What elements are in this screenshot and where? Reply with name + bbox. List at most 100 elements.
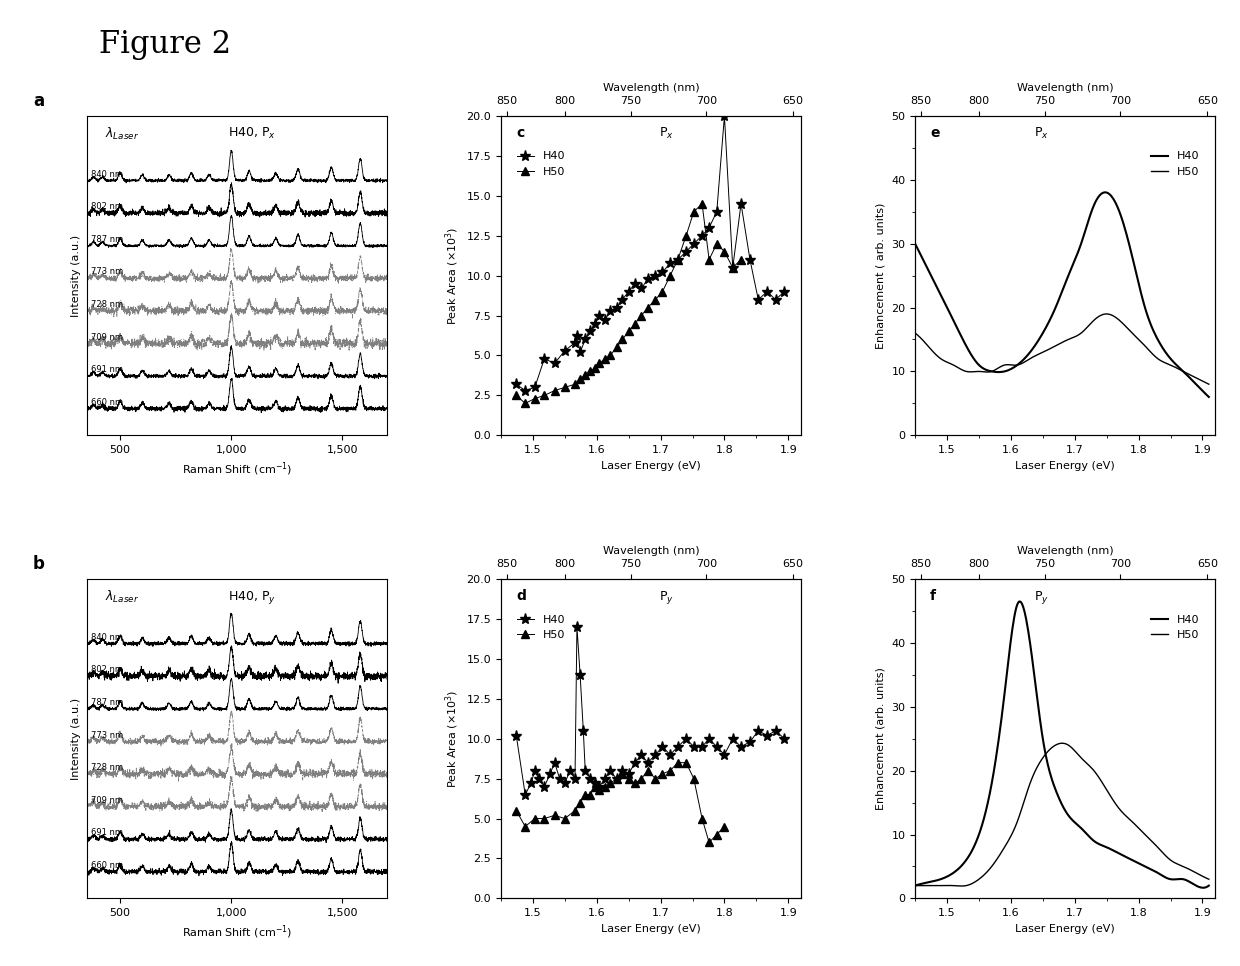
H40 (640, 273, 655, 285)
X-axis label: Wavelength (nm): Wavelength (nm) (1017, 546, 1114, 555)
X-axis label: Laser Energy (eV): Laser Energy (eV) (601, 923, 701, 934)
H50 (557, 382, 572, 393)
H40 (709, 206, 724, 217)
H50 (734, 254, 749, 266)
H50 (1156, 356, 1171, 368)
Text: 773 nm: 773 nm (92, 730, 124, 740)
H50 (527, 393, 542, 405)
H50 (568, 805, 583, 816)
H40 (527, 382, 542, 393)
Line: H50: H50 (915, 314, 1209, 384)
H40 (1087, 197, 1102, 209)
H50 (709, 829, 724, 840)
H40 (640, 756, 655, 768)
Text: 787 nm: 787 nm (92, 235, 124, 243)
H50 (588, 362, 603, 374)
Text: 773 nm: 773 nm (92, 268, 124, 276)
Text: 787 nm: 787 nm (92, 697, 124, 707)
H40 (1156, 344, 1171, 355)
H50 (1174, 365, 1189, 377)
H40 (557, 778, 572, 789)
H40 (743, 254, 758, 266)
Legend: H40, H50: H40, H50 (1147, 147, 1204, 182)
H40 (743, 736, 758, 748)
X-axis label: Wavelength (nm): Wavelength (nm) (603, 546, 699, 555)
H40 (662, 749, 677, 760)
H40 (717, 749, 732, 760)
H40 (591, 310, 606, 322)
Line: H50: H50 (915, 743, 1209, 886)
H40 (1202, 391, 1216, 403)
H50 (591, 357, 606, 369)
H40 (908, 880, 923, 892)
H40 (649, 270, 663, 281)
Y-axis label: Enhancement (arb. units): Enhancement (arb. units) (875, 668, 885, 810)
Text: 728 nm: 728 nm (92, 300, 123, 309)
H50 (1083, 319, 1097, 330)
Line: H40: H40 (915, 602, 1209, 888)
H40 (725, 733, 740, 745)
H40 (621, 768, 636, 780)
H40 (760, 286, 775, 298)
H50 (573, 797, 588, 809)
H50 (598, 781, 613, 792)
H40 (709, 741, 724, 753)
H50 (694, 198, 709, 210)
H50 (662, 270, 677, 281)
H50 (909, 880, 924, 892)
H50 (908, 327, 923, 339)
H40 (751, 294, 766, 305)
H40 (583, 326, 598, 337)
H40 (1174, 873, 1189, 885)
H50 (1085, 762, 1100, 774)
H50 (1176, 861, 1190, 872)
Y-axis label: Enhancement ( arb. units): Enhancement ( arb. units) (875, 203, 885, 349)
H50 (678, 756, 693, 768)
H50 (557, 812, 572, 824)
H50 (649, 773, 663, 784)
H40 (634, 283, 649, 295)
H40 (508, 729, 523, 741)
H40 (531, 773, 546, 784)
H50 (717, 821, 732, 833)
H40 (615, 294, 630, 305)
H50 (578, 369, 593, 381)
Text: P$_x$: P$_x$ (1034, 126, 1049, 141)
H50 (578, 789, 593, 801)
X-axis label: Laser Energy (eV): Laser Energy (eV) (1016, 923, 1115, 934)
H50 (687, 773, 702, 784)
H50 (1157, 849, 1172, 861)
Text: 709 nm: 709 nm (92, 796, 123, 805)
Line: H50: H50 (512, 758, 729, 846)
H40 (598, 773, 613, 784)
H50 (615, 768, 630, 780)
Text: P$_y$: P$_y$ (658, 588, 673, 606)
H50 (649, 294, 663, 305)
H40 (575, 724, 590, 736)
H50 (603, 350, 618, 361)
H40 (760, 729, 775, 741)
X-axis label: Wavelength (nm): Wavelength (nm) (1017, 83, 1114, 93)
Text: 709 nm: 709 nm (92, 332, 123, 342)
H50 (725, 262, 740, 273)
H50 (1099, 308, 1114, 320)
H40 (678, 246, 693, 258)
H50 (588, 781, 603, 792)
H50 (640, 765, 655, 777)
H40 (751, 724, 766, 736)
Text: P$_x$: P$_x$ (658, 126, 673, 141)
Text: $\lambda_{Laser}$: $\lambda_{Laser}$ (105, 126, 139, 142)
H40 (734, 741, 749, 753)
H40 (588, 778, 603, 789)
H50 (508, 805, 523, 816)
H40 (588, 318, 603, 329)
Y-axis label: Peak Area ($\times$10$^3$): Peak Area ($\times$10$^3$) (444, 690, 461, 788)
H50 (603, 778, 618, 789)
H40 (649, 749, 663, 760)
H50 (609, 773, 624, 784)
X-axis label: Laser Energy (eV): Laser Energy (eV) (601, 461, 701, 470)
H40 (578, 765, 593, 777)
H40 (563, 765, 578, 777)
H40 (578, 333, 593, 345)
H40 (687, 238, 702, 249)
